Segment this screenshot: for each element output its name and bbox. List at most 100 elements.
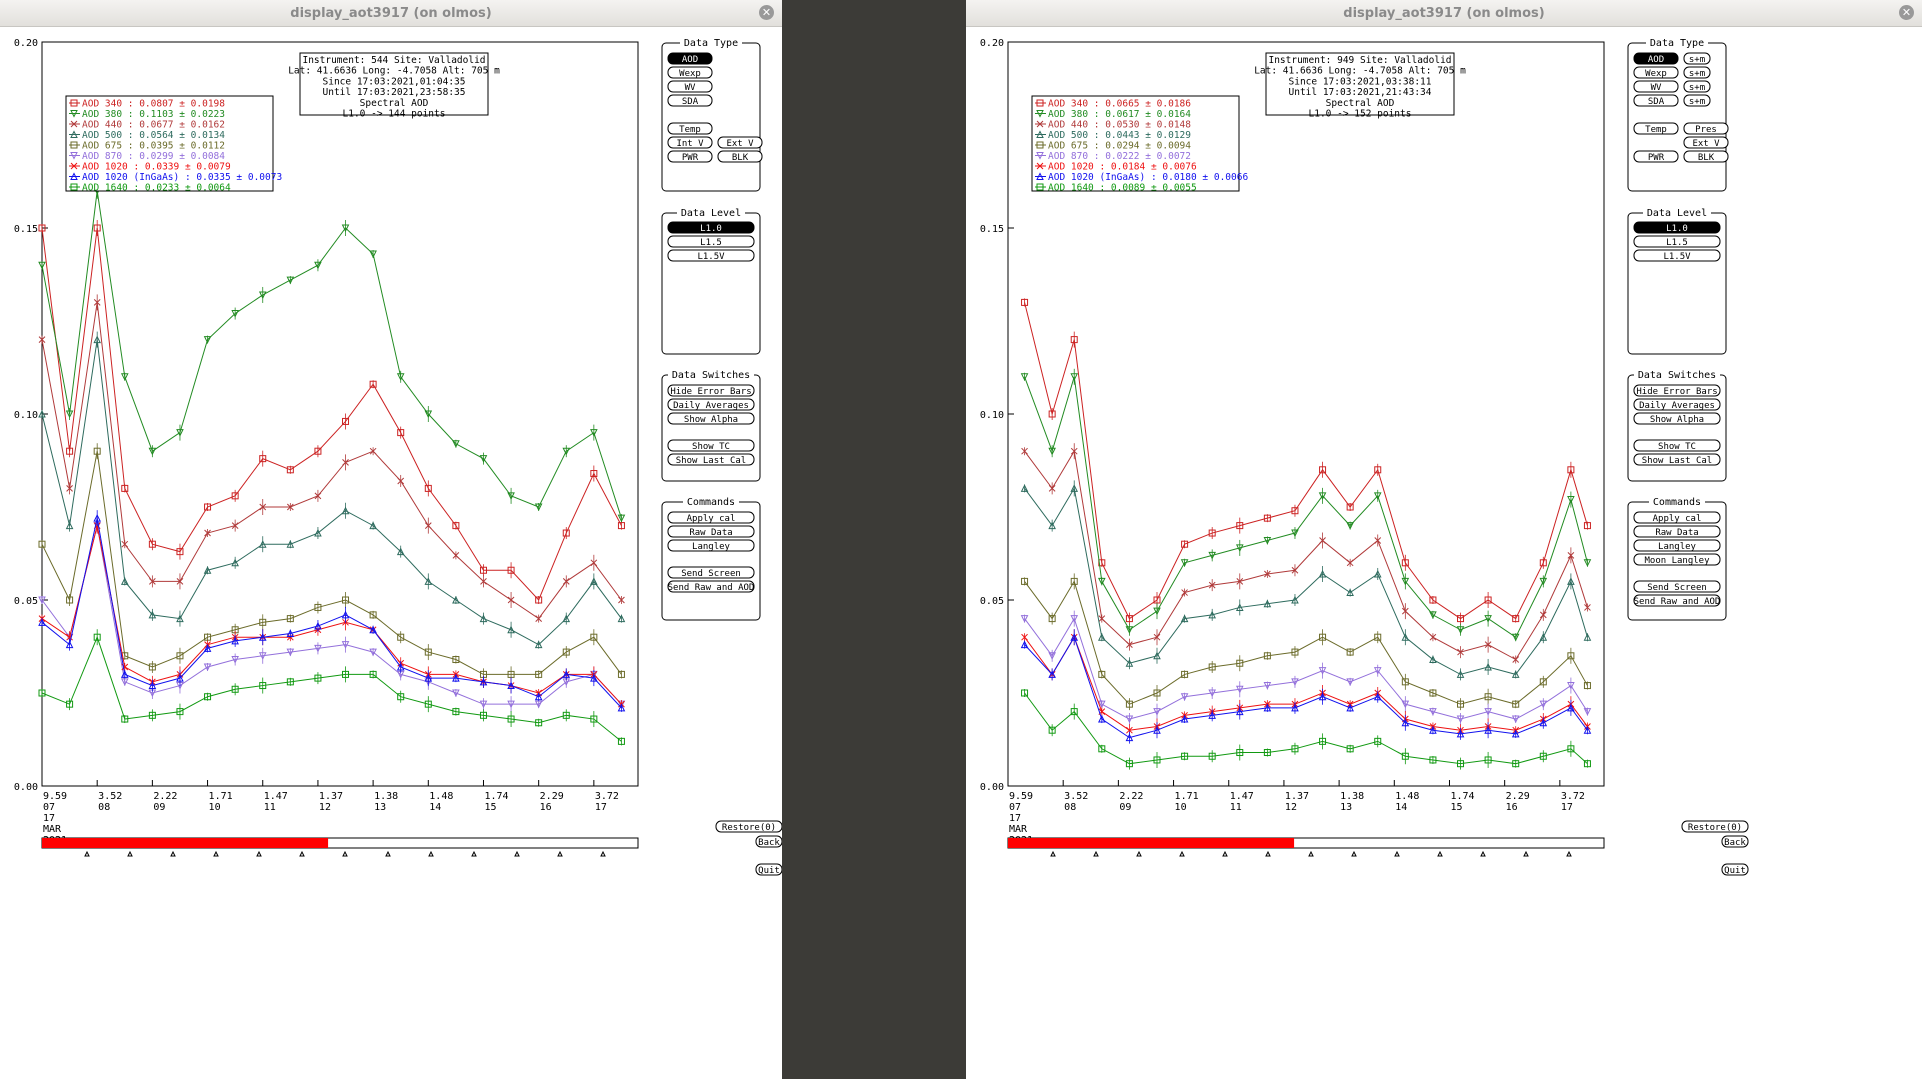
switch-button[interactable] <box>667 439 755 452</box>
datatype-button[interactable] <box>717 136 763 149</box>
level-button-label[interactable]: L1.0 <box>700 224 722 234</box>
datatype-button-label[interactable]: AOD <box>1648 55 1664 65</box>
datatype-button-label[interactable]: BLK <box>1698 153 1715 163</box>
datatype-button-label[interactable]: BLK <box>732 153 749 163</box>
level-button-label[interactable]: L1.0 <box>1666 224 1688 234</box>
datatype-button[interactable] <box>667 122 713 135</box>
switch-button-label[interactable]: Hide Error Bars <box>670 387 751 397</box>
datatype-button[interactable] <box>717 150 763 163</box>
command-button-label[interactable]: Moon Langley <box>1644 556 1710 566</box>
command-button-label[interactable]: Apply cal <box>1653 514 1702 524</box>
datatype-button-label[interactable]: s+m <box>1689 83 1705 93</box>
switch-button-label[interactable]: Daily Averages <box>1639 401 1715 411</box>
datatype-button-label[interactable]: Int V <box>676 139 704 149</box>
level-button[interactable] <box>667 249 755 262</box>
datatype-button[interactable] <box>1633 66 1679 79</box>
datatype-button-label[interactable]: SDA <box>1648 97 1665 107</box>
datatype-button[interactable] <box>1633 52 1679 65</box>
switch-button-label[interactable]: Show TC <box>692 442 730 452</box>
command-button[interactable] <box>667 525 755 538</box>
datatype-button[interactable] <box>667 94 713 107</box>
command-button[interactable] <box>667 511 755 524</box>
close-icon[interactable]: ✕ <box>759 5 774 20</box>
command-button[interactable] <box>667 539 755 552</box>
datatype-button-label[interactable]: PWR <box>682 153 699 163</box>
command-button-label[interactable]: Send Screen <box>1647 583 1707 593</box>
back-button-label[interactable]: Back <box>758 838 780 848</box>
datatype-button[interactable] <box>1683 52 1711 65</box>
quit-button[interactable] <box>1721 863 1749 876</box>
level-button[interactable] <box>1633 221 1721 234</box>
datatype-button[interactable] <box>1683 150 1729 163</box>
level-button-label[interactable]: L1.5 <box>700 238 722 248</box>
switch-button[interactable] <box>1633 412 1721 425</box>
datatype-button-label[interactable]: AOD <box>682 55 698 65</box>
datatype-button-label[interactable]: s+m <box>1689 55 1705 65</box>
command-button-label[interactable]: Send Raw and AOD <box>1634 597 1721 607</box>
datatype-button[interactable] <box>1633 122 1679 135</box>
command-button[interactable] <box>1633 539 1721 552</box>
switch-button-label[interactable]: Hide Error Bars <box>1636 387 1717 397</box>
level-button[interactable] <box>1633 235 1721 248</box>
switch-button-label[interactable]: Show Alpha <box>684 415 738 425</box>
datatype-button-label[interactable]: Temp <box>1645 125 1667 135</box>
command-button[interactable] <box>1633 553 1721 566</box>
restore-button-label[interactable]: Restore(0) <box>1688 823 1742 833</box>
datatype-button[interactable] <box>667 52 713 65</box>
datatype-button[interactable] <box>667 136 713 149</box>
titlebar[interactable]: display_aot3917 (on olmos) ✕ <box>966 0 1922 27</box>
command-button-label[interactable]: Raw Data <box>689 528 732 538</box>
back-button[interactable] <box>755 835 782 848</box>
quit-button[interactable] <box>755 863 782 876</box>
command-button-label[interactable]: Raw Data <box>1655 528 1698 538</box>
level-button[interactable] <box>1633 249 1721 262</box>
command-button-label[interactable]: Langley <box>692 542 731 552</box>
level-button-label[interactable]: L1.5V <box>697 252 725 262</box>
datatype-button[interactable] <box>667 80 713 93</box>
quit-button-label[interactable]: Quit <box>1724 866 1746 876</box>
level-button-label[interactable]: L1.5 <box>1666 238 1688 248</box>
restore-button-label[interactable]: Restore(0) <box>722 823 776 833</box>
switch-button[interactable] <box>1633 398 1721 411</box>
datatype-button-label[interactable]: s+m <box>1689 97 1705 107</box>
command-button-label[interactable]: Apply cal <box>687 514 736 524</box>
switch-button[interactable] <box>667 384 755 397</box>
restore-button[interactable] <box>1681 820 1749 833</box>
datatype-button-label[interactable]: Wexp <box>1645 69 1667 79</box>
quit-button-label[interactable]: Quit <box>758 866 780 876</box>
command-button-label[interactable]: Send Raw and AOD <box>668 583 755 593</box>
switch-button[interactable] <box>1633 384 1721 397</box>
datatype-button-label[interactable]: Temp <box>679 125 701 135</box>
command-button-label[interactable]: Send Screen <box>681 569 741 579</box>
switch-button-label[interactable]: Show Alpha <box>1650 415 1704 425</box>
switch-button[interactable] <box>1633 453 1721 466</box>
datatype-button-label[interactable]: Pres <box>1695 125 1717 135</box>
datatype-button-label[interactable]: s+m <box>1689 69 1705 79</box>
datatype-button[interactable] <box>1683 136 1729 149</box>
back-button[interactable] <box>1721 835 1749 848</box>
level-button[interactable] <box>667 221 755 234</box>
command-button[interactable] <box>667 580 755 593</box>
switch-button-label[interactable]: Show Last Cal <box>676 456 746 466</box>
command-button[interactable] <box>1633 511 1721 524</box>
switch-button[interactable] <box>1633 439 1721 452</box>
command-button-label[interactable]: Langley <box>1658 542 1697 552</box>
datatype-button[interactable] <box>667 66 713 79</box>
command-button[interactable] <box>1633 525 1721 538</box>
datatype-button[interactable] <box>1683 80 1711 93</box>
titlebar[interactable]: display_aot3917 (on olmos) ✕ <box>0 0 782 27</box>
datatype-button-label[interactable]: SDA <box>682 97 699 107</box>
datatype-button-label[interactable]: WV <box>1651 83 1662 93</box>
switch-button[interactable] <box>667 398 755 411</box>
command-button[interactable] <box>1633 594 1721 607</box>
switch-button[interactable] <box>667 412 755 425</box>
switch-button-label[interactable]: Show Last Cal <box>1642 456 1712 466</box>
back-button-label[interactable]: Back <box>1724 838 1746 848</box>
datatype-button-label[interactable]: PWR <box>1648 153 1665 163</box>
level-button[interactable] <box>667 235 755 248</box>
datatype-button-label[interactable]: Ext V <box>1692 139 1720 149</box>
command-button[interactable] <box>667 566 755 579</box>
datatype-button-label[interactable]: Ext V <box>726 139 754 149</box>
datatype-button[interactable] <box>667 150 713 163</box>
datatype-button[interactable] <box>1683 122 1729 135</box>
